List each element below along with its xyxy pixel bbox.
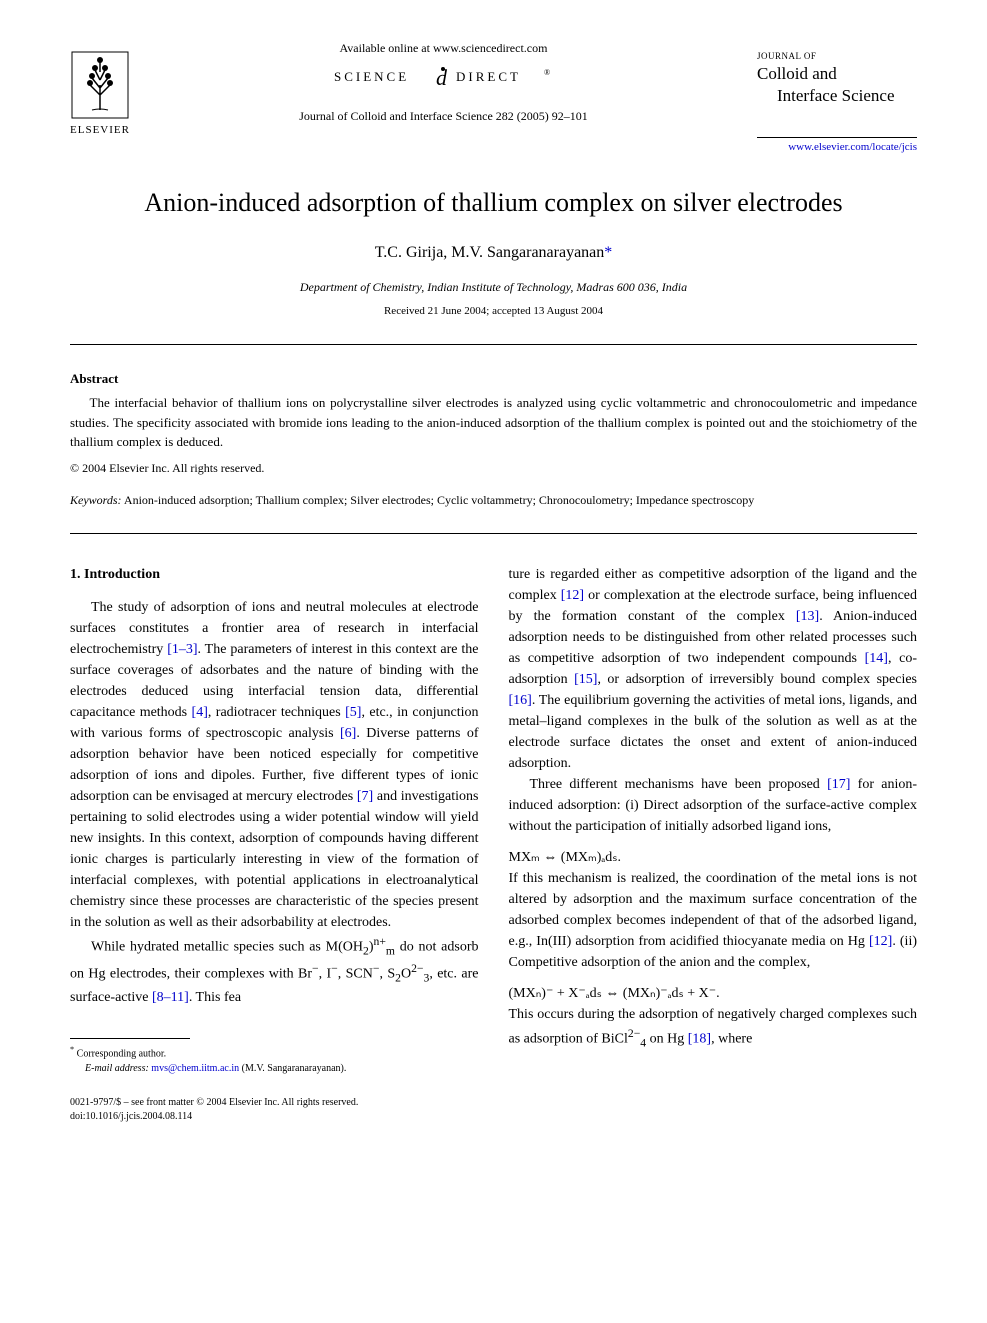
ref-link-7[interactable]: [7] (357, 789, 373, 804)
abstract-heading: Abstract (70, 370, 917, 388)
ref-link-16[interactable]: [16] (509, 693, 532, 708)
col2-paragraph-2: Three different mechanisms have been pro… (509, 774, 918, 837)
svg-text:SCIENCE: SCIENCE (334, 69, 409, 84)
equation-1: MXₘ ⇔ (MXₘ)ₐdₛ. (509, 847, 918, 868)
ref-link-8-11[interactable]: [8–11] (152, 990, 189, 1005)
svg-text:®: ® (544, 68, 550, 77)
intro-paragraph-1: The study of adsorption of ions and neut… (70, 597, 479, 933)
divider-top (70, 344, 917, 345)
col2-paragraph-4: This occurs during the adsorption of neg… (509, 1004, 918, 1052)
abstract-text: The interfacial behavior of thallium ion… (70, 393, 917, 452)
svg-text:DIRECT: DIRECT (456, 69, 521, 84)
intro-paragraph-2: While hydrated metallic species such as … (70, 933, 479, 1008)
col2-paragraph-1: ture is regarded either as competitive a… (509, 564, 918, 774)
introduction-heading: 1. Introduction (70, 564, 479, 585)
keywords-label: Keywords: (70, 493, 122, 507)
journal-box: JOURNAL OF Colloid and Interface Science… (757, 50, 917, 155)
keywords-text: Anion-induced adsorption; Thallium compl… (122, 493, 755, 507)
ref-link-13[interactable]: [13] (796, 609, 819, 624)
col2-paragraph-3: If this mechanism is realized, the coord… (509, 868, 918, 973)
ref-link-6[interactable]: [6] (340, 726, 356, 741)
doi-line: doi:10.1016/j.jcis.2004.08.114 (70, 1110, 917, 1124)
ref-link-17[interactable]: [17] (827, 777, 850, 792)
citation-line: Journal of Colloid and Interface Science… (130, 108, 757, 125)
elsevier-tree-icon (70, 50, 130, 120)
column-right: ture is regarded either as competitive a… (509, 564, 918, 1075)
footnote-email: E-mail address: mvs@chem.iitm.ac.in (M.V… (70, 1062, 479, 1076)
ref-link-4[interactable]: [4] (192, 705, 208, 720)
email-link[interactable]: mvs@chem.iitm.ac.in (151, 1063, 239, 1074)
body-columns: 1. Introduction The study of adsorption … (70, 564, 917, 1075)
column-left: 1. Introduction The study of adsorption … (70, 564, 479, 1075)
journal-url-link[interactable]: www.elsevier.com/locate/jcis (757, 137, 917, 155)
ref-link-15[interactable]: [15] (574, 672, 597, 687)
keywords: Keywords: Anion-induced adsorption; Thal… (70, 492, 917, 509)
issn-line: 0021-9797/$ – see front matter © 2004 El… (70, 1096, 917, 1110)
abstract-section: Abstract The interfacial behavior of tha… (70, 370, 917, 508)
footnote-corresponding: * Corresponding author. (70, 1044, 479, 1061)
journal-small-label: JOURNAL OF (757, 50, 917, 63)
equation-2: (MXₙ)⁻ + X⁻ₐdₛ ⇔ (MXₙ)⁻ₐdₛ + X⁻. (509, 983, 918, 1004)
publisher-logo: ELSEVIER (70, 50, 130, 138)
affiliation: Department of Chemistry, Indian Institut… (70, 279, 917, 296)
ref-link-5[interactable]: [5] (345, 705, 361, 720)
ref-link-14[interactable]: [14] (865, 651, 888, 666)
article-dates: Received 21 June 2004; accepted 13 Augus… (70, 304, 917, 319)
publisher-name: ELSEVIER (70, 123, 130, 138)
corresponding-marker[interactable]: * (604, 244, 612, 261)
ref-link-12b[interactable]: [12] (869, 934, 892, 949)
authors: T.C. Girija, M.V. Sangaranarayanan* (70, 242, 917, 264)
author-names: T.C. Girija, M.V. Sangaranarayanan (375, 244, 605, 261)
header-center: Available online at www.sciencedirect.co… (130, 40, 757, 125)
journal-title-line2: Interface Science (757, 85, 917, 107)
available-online-text: Available online at www.sciencedirect.co… (130, 40, 757, 57)
bottom-info: 0021-9797/$ – see front matter © 2004 El… (70, 1096, 917, 1124)
ref-link-12a[interactable]: [12] (561, 588, 584, 603)
journal-title-line1: Colloid and (757, 63, 917, 85)
header-top: ELSEVIER Available online at www.science… (70, 40, 917, 155)
ref-link-18[interactable]: [18] (688, 1032, 711, 1047)
science-direct-logo: SCIENCE d DIRECT ® (130, 65, 757, 94)
article-title: Anion-induced adsorption of thallium com… (70, 185, 917, 221)
ref-link-1-3[interactable]: [1–3] (167, 642, 197, 657)
footnote-divider (70, 1038, 190, 1039)
abstract-copyright: © 2004 Elsevier Inc. All rights reserved… (70, 460, 917, 477)
footnote-marker: * (70, 1045, 74, 1054)
divider-bottom (70, 533, 917, 534)
